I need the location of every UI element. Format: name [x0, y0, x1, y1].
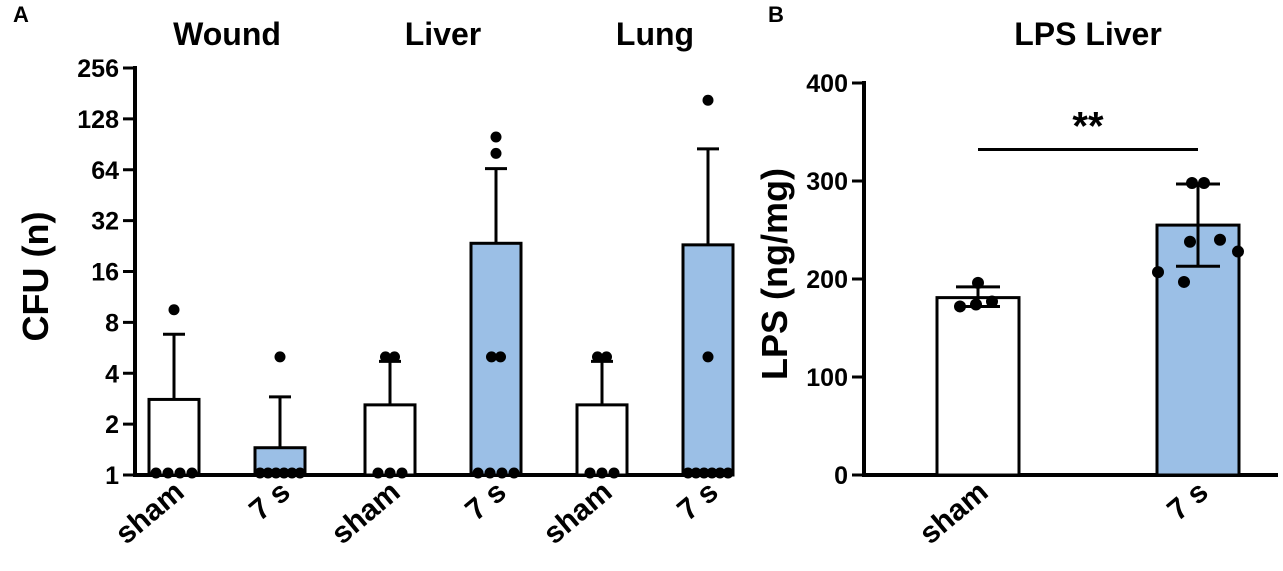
y-tick-label: 64	[91, 157, 119, 185]
panel-letter-b: B	[768, 2, 784, 27]
data-point	[722, 467, 734, 479]
y-tick-label: 32	[91, 208, 119, 236]
x-tick-label: sham	[109, 475, 190, 551]
y-tick-label: 200	[806, 266, 848, 294]
y-tick-label: 128	[77, 106, 119, 134]
data-point	[608, 467, 620, 479]
data-point	[396, 467, 408, 479]
data-point	[592, 351, 603, 363]
y-tick-label: 400	[806, 70, 848, 98]
data-point	[1178, 275, 1190, 288]
x-tick-label: 7 s	[1161, 475, 1214, 527]
data-point	[490, 131, 502, 143]
data-point	[970, 298, 982, 311]
data-point	[584, 467, 596, 479]
group-title: Wound	[173, 16, 281, 52]
data-point	[372, 467, 384, 479]
y-tick-label: 0	[834, 462, 848, 490]
y-tick-label: 256	[77, 55, 119, 83]
data-point	[472, 467, 484, 479]
data-point	[682, 467, 694, 479]
data-point	[162, 467, 174, 479]
significance-label: **	[1072, 105, 1104, 149]
data-point	[954, 300, 966, 313]
panel-a: A 1 2 4 8 16 32 64 128 256 CFU (n) Wound sham 7 s Live…	[13, 2, 735, 551]
bar	[363, 403, 417, 477]
data-point	[601, 351, 612, 363]
x-tick-label: 7 s	[671, 475, 724, 527]
data-point	[690, 467, 702, 479]
y-axis-title: CFU (n)	[15, 212, 56, 342]
x-tick-label: 7 s	[459, 475, 512, 527]
data-point	[490, 147, 502, 159]
data-point	[186, 467, 198, 479]
bar	[935, 296, 1021, 477]
data-point	[596, 467, 608, 479]
y-tick-label: 4	[105, 360, 119, 388]
y-tick-label: 300	[806, 168, 848, 196]
data-point	[1186, 176, 1198, 189]
y-axis-title: LPS (ng/mg)	[754, 168, 795, 380]
data-point	[150, 467, 162, 479]
data-point	[496, 467, 508, 479]
data-point	[1214, 233, 1226, 246]
data-point	[254, 467, 266, 479]
panel-b: B LPS Liver 0 100 200 300 400 LPS (ng/mg) sham 7 …	[754, 2, 1278, 551]
data-point	[1152, 266, 1164, 279]
data-point	[270, 467, 282, 479]
y-tick-label: 16	[91, 259, 119, 287]
x-tick-label: sham	[913, 475, 994, 551]
x-tick-label: sham	[537, 475, 618, 551]
data-point	[389, 351, 400, 363]
bar	[147, 397, 201, 477]
data-point	[714, 467, 726, 479]
y-tick-label: 8	[105, 309, 119, 337]
panel-letter-a: A	[13, 2, 29, 27]
data-point	[508, 467, 520, 479]
y-tick-label: 1	[105, 462, 119, 490]
data-point	[380, 351, 391, 363]
y-tick-label: 2	[105, 411, 119, 439]
y-tick-label: 100	[806, 364, 848, 392]
data-point	[495, 351, 506, 363]
data-point	[278, 467, 290, 479]
data-point	[698, 467, 710, 479]
data-point	[1232, 245, 1244, 258]
data-point	[706, 467, 718, 479]
data-point	[286, 467, 298, 479]
data-point	[294, 467, 306, 479]
chart-title: LPS Liver	[1014, 16, 1162, 52]
data-point	[972, 276, 984, 289]
data-point	[174, 467, 186, 479]
group-title: Lung	[616, 16, 694, 52]
data-point	[484, 467, 496, 479]
x-tick-label: sham	[325, 475, 406, 551]
data-point	[168, 304, 180, 316]
data-point	[1184, 235, 1196, 248]
data-point	[262, 467, 274, 479]
data-point	[702, 351, 714, 363]
bar	[575, 403, 629, 477]
x-tick-label: 7 s	[243, 475, 296, 527]
data-point	[384, 467, 396, 479]
data-point	[274, 351, 286, 363]
data-point	[986, 295, 998, 308]
group-title: Liver	[405, 16, 481, 52]
data-point	[702, 94, 714, 106]
data-point	[1198, 176, 1210, 189]
data-point	[486, 351, 497, 363]
